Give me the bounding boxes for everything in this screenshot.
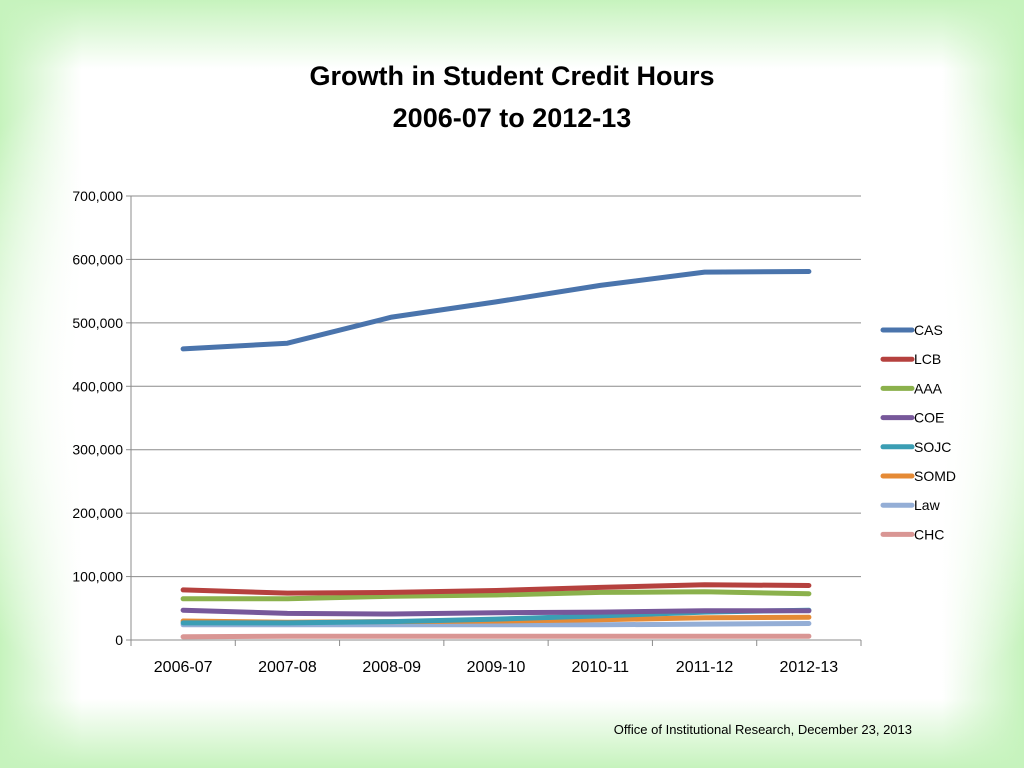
- x-tick-label: 2008-09: [362, 659, 421, 676]
- legend: CAS LCB AAA COE SOJC SOMD Law CHC: [880, 322, 956, 542]
- y-tick-label: 100,000: [72, 569, 123, 585]
- x-tick-label: 2006-07: [154, 659, 213, 676]
- legend-label-law: Law: [914, 497, 941, 513]
- x-axis-ticks: 2006-07 2007-08 2008-09 2009-10 2010-11 2011-…: [130, 640, 862, 676]
- gridlines: [131, 195, 861, 578]
- series-lines: [180, 269, 812, 640]
- chart-title-line-2: 2006-07 to 2012-13: [393, 103, 632, 133]
- x-tick-label: 2010-11: [572, 659, 630, 676]
- y-tick-label: 200,000: [72, 505, 123, 521]
- y-tick-label: 600,000: [72, 251, 123, 267]
- x-tick-label: 2011-12: [676, 659, 734, 676]
- legend-label-sojc: SOJC: [914, 439, 951, 455]
- legend-label-somd: SOMD: [914, 468, 956, 484]
- series-line-cas: [180, 269, 812, 352]
- axes: [130, 196, 861, 641]
- y-tick-label: 0: [115, 632, 123, 648]
- y-axis-ticks: 0 100,000 200,000 300,000 400,000 500,000 600,…: [72, 188, 131, 648]
- series-line-aaa: [180, 589, 812, 602]
- legend-label-aaa: AAA: [914, 380, 943, 396]
- series-line-lcb: [180, 582, 812, 596]
- y-tick-label: 500,000: [72, 315, 123, 331]
- y-tick-label: 300,000: [72, 442, 123, 458]
- legend-label-coe: COE: [914, 410, 944, 426]
- x-tick-label: 2009-10: [467, 659, 526, 676]
- legend-label-cas: CAS: [914, 322, 943, 338]
- footer-note: Office of Institutional Research, Decemb…: [613, 722, 912, 737]
- legend-label-chc: CHC: [914, 526, 944, 542]
- chart-title-line-1: Growth in Student Credit Hours: [310, 61, 715, 91]
- y-tick-label: 700,000: [72, 188, 123, 204]
- x-tick-label: 2012-13: [779, 659, 838, 676]
- series-line-chc: [180, 633, 812, 640]
- y-tick-label: 400,000: [72, 378, 123, 394]
- legend-label-lcb: LCB: [914, 351, 941, 367]
- x-tick-label: 2007-08: [258, 659, 317, 676]
- series-line-coe: [180, 607, 812, 617]
